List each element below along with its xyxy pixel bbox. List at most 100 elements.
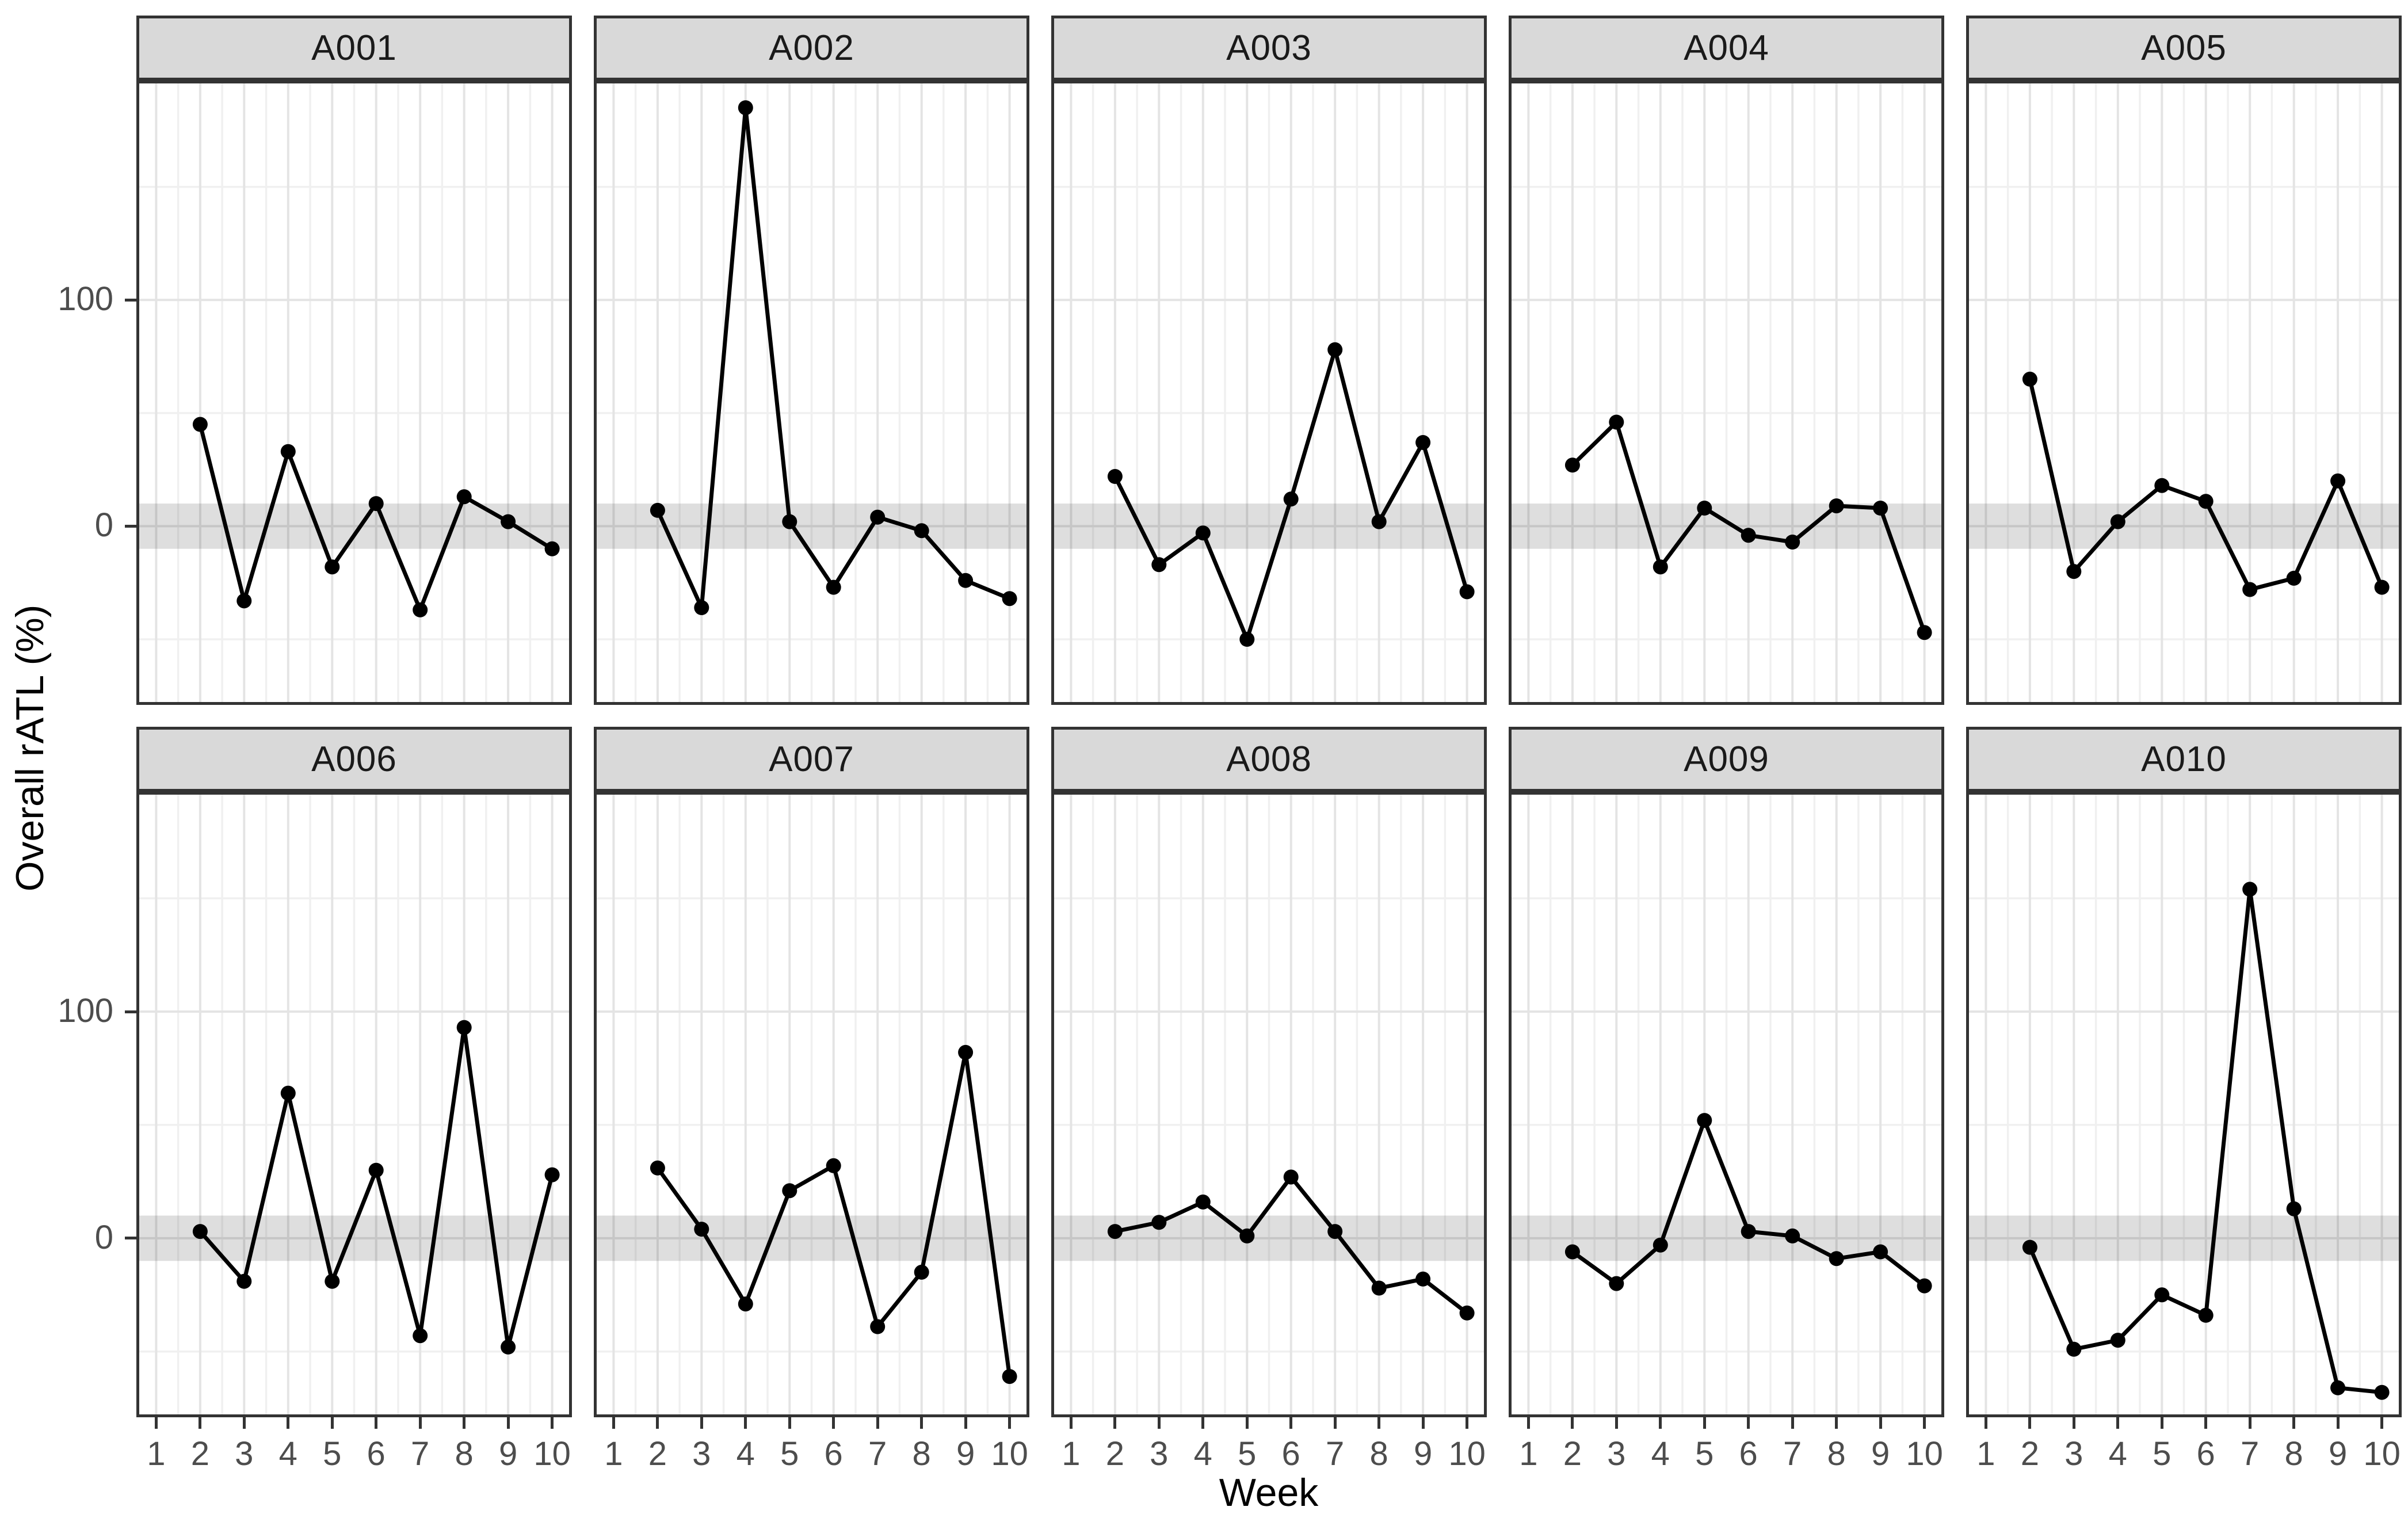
- facet-strip-label: A002: [769, 28, 854, 68]
- x-tick-mark: [1008, 1417, 1012, 1429]
- data-point: [2066, 1341, 2082, 1357]
- data-point: [1283, 1169, 1299, 1185]
- data-point: [1415, 435, 1431, 450]
- facet-strip: A004: [1509, 16, 1944, 81]
- x-tick-mark: [2160, 1417, 2163, 1429]
- y-tick-mark: [125, 298, 136, 302]
- x-tick-label: 10: [533, 1435, 571, 1473]
- x-tick-mark: [551, 1417, 554, 1429]
- x-tick-label: 8: [455, 1435, 474, 1473]
- x-tick-mark: [375, 1417, 378, 1429]
- data-point: [1564, 1244, 1580, 1260]
- reference-band: [1051, 1215, 1487, 1261]
- data-point: [914, 1264, 929, 1280]
- data-point: [1609, 414, 1624, 430]
- data-point: [2198, 494, 2214, 509]
- data-point: [192, 1224, 208, 1239]
- x-tick-mark: [418, 1417, 422, 1429]
- x-tick-mark: [2248, 1417, 2251, 1429]
- data-point: [1829, 498, 1844, 514]
- data-point: [413, 1328, 428, 1344]
- facet-plot: [1051, 792, 1487, 1417]
- panel-border: [136, 792, 572, 1417]
- data-point: [1283, 491, 1299, 507]
- x-tick-label: 7: [1326, 1435, 1345, 1473]
- facet-strip: A002: [594, 16, 1029, 81]
- x-tick-mark: [656, 1417, 659, 1429]
- x-tick-label: 5: [2153, 1435, 2172, 1473]
- x-tick-mark: [2204, 1417, 2208, 1429]
- data-point: [1653, 559, 1668, 575]
- data-point: [1564, 457, 1580, 473]
- panel-border: [1966, 792, 2402, 1417]
- data-point: [2286, 570, 2302, 586]
- panel-border: [594, 81, 1029, 705]
- x-tick-label: 9: [1871, 1435, 1890, 1473]
- x-tick-label: 2: [190, 1435, 210, 1473]
- data-point: [325, 1273, 340, 1289]
- facet-plot: [594, 792, 1029, 1417]
- data-point: [2110, 1333, 2125, 1348]
- data-point: [826, 579, 841, 595]
- data-point: [1002, 1369, 1017, 1384]
- data-point: [2330, 473, 2346, 489]
- data-point: [1002, 591, 1017, 606]
- data-point: [1653, 1237, 1668, 1253]
- x-tick-label: 1: [1519, 1435, 1538, 1473]
- x-tick-label: 5: [1695, 1435, 1714, 1473]
- data-point: [1371, 1280, 1387, 1296]
- reference-band: [136, 503, 572, 549]
- x-tick-mark: [2028, 1417, 2032, 1429]
- data-point: [694, 1222, 709, 1237]
- x-tick-mark: [1747, 1417, 1750, 1429]
- data-point: [501, 514, 516, 529]
- x-tick-label: 7: [868, 1435, 887, 1473]
- x-tick-mark: [1466, 1417, 1469, 1429]
- facet-strip-label: A004: [1684, 28, 1769, 68]
- x-tick-mark: [2336, 1417, 2340, 1429]
- x-tick-label: 10: [1448, 1435, 1486, 1473]
- x-tick-mark: [876, 1417, 879, 1429]
- x-tick-mark: [1791, 1417, 1794, 1429]
- data-point: [2330, 1380, 2346, 1395]
- facet-strip-label: A010: [2141, 739, 2227, 779]
- data-point: [2198, 1307, 2214, 1323]
- data-point: [236, 1273, 252, 1289]
- x-tick-mark: [920, 1417, 923, 1429]
- x-tick-mark: [2116, 1417, 2120, 1429]
- y-tick-mark: [125, 524, 136, 528]
- data-point: [1873, 1244, 1888, 1260]
- data-point: [1107, 469, 1123, 484]
- x-tick-label: 6: [1739, 1435, 1758, 1473]
- data-point: [544, 1167, 560, 1182]
- data-point: [2022, 1239, 2037, 1255]
- data-point: [501, 1339, 516, 1355]
- x-tick-mark: [1527, 1417, 1530, 1429]
- x-tick-mark: [1703, 1417, 1706, 1429]
- data-point: [1195, 525, 1211, 541]
- data-point: [1151, 1215, 1167, 1230]
- x-tick-label: 4: [2108, 1435, 2127, 1473]
- x-tick-mark: [1879, 1417, 1882, 1429]
- data-point: [236, 593, 252, 609]
- data-point: [1785, 535, 1800, 550]
- y-tick-label: 0: [94, 506, 113, 544]
- y-tick-mark: [125, 1010, 136, 1013]
- facet-plot: [594, 81, 1029, 705]
- data-point: [280, 444, 296, 459]
- data-point: [738, 100, 753, 116]
- x-tick-mark: [612, 1417, 615, 1429]
- data-point: [2374, 579, 2390, 595]
- panel-border: [1509, 81, 1944, 705]
- x-tick-mark: [1069, 1417, 1073, 1429]
- x-tick-label: 2: [1105, 1435, 1125, 1473]
- facet-strip-label: A008: [1226, 739, 1312, 779]
- data-point: [1459, 1305, 1475, 1321]
- facet-plot: [1509, 81, 1944, 705]
- facet-strip-label: A006: [311, 739, 397, 779]
- data-point: [1917, 1278, 1932, 1294]
- x-tick-label: 2: [1563, 1435, 1582, 1473]
- facet-plot: [136, 81, 572, 705]
- facet-strip: A001: [136, 16, 572, 81]
- data-point: [870, 1319, 886, 1334]
